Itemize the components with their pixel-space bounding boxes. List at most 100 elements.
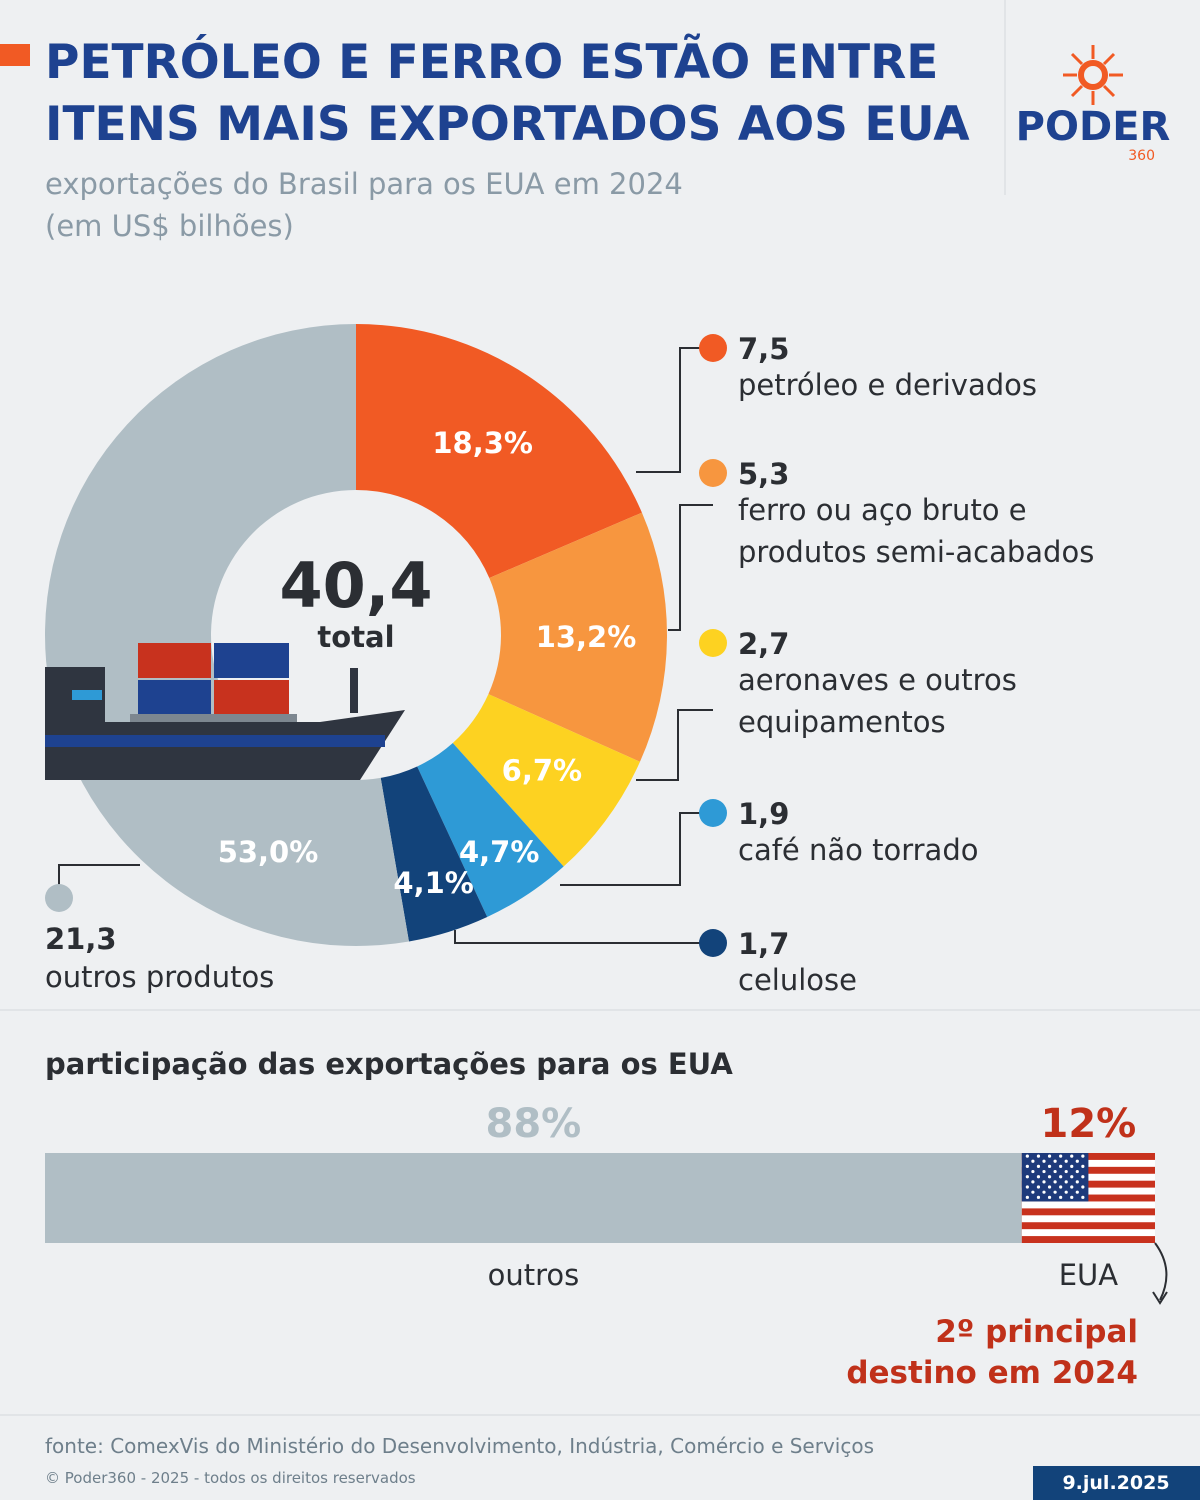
logo-sun [1063, 45, 1123, 105]
flag-star [1025, 1185, 1029, 1189]
flag-star [1036, 1164, 1041, 1169]
flag-star [1047, 1164, 1052, 1169]
flag-star [1070, 1164, 1074, 1169]
flag-star [1070, 1154, 1074, 1158]
annotation: destino em 2024 [846, 1355, 1138, 1391]
flag-stripe [1021, 1215, 1155, 1223]
flag-star [1036, 1195, 1041, 1199]
legend-label: petróleo e derivados [738, 368, 1037, 402]
legend-label: café não torrado [738, 833, 979, 867]
flag-star [1059, 1164, 1063, 1169]
legend-dot [45, 884, 73, 912]
flag-star [1036, 1185, 1041, 1189]
flag-star [1075, 1190, 1079, 1194]
legend-value: 21,3 [45, 922, 117, 956]
bar-category: EUA [1059, 1258, 1119, 1292]
flag-star [1031, 1180, 1035, 1184]
percent-label: 18,3% [432, 426, 533, 460]
flag-star [1042, 1159, 1046, 1163]
legend-dot [699, 929, 727, 957]
flag-star [1081, 1195, 1085, 1199]
flag-star [1081, 1175, 1085, 1179]
flag-star [1025, 1175, 1029, 1179]
flag-star [1075, 1159, 1079, 1163]
accent [0, 44, 30, 66]
flag-star [1070, 1195, 1074, 1199]
date-box [1033, 1466, 1200, 1500]
percent-label: 53,0% [218, 835, 319, 869]
flag-star [1081, 1164, 1085, 1169]
flag-star [1036, 1154, 1041, 1158]
flag-star [1053, 1169, 1057, 1174]
total-value: 40,4 [280, 549, 433, 622]
flag-star [1031, 1169, 1035, 1174]
flag-star [1059, 1185, 1063, 1189]
bar-segment [45, 1153, 1022, 1243]
flag-star [1070, 1185, 1074, 1189]
flag-star [1070, 1175, 1074, 1179]
flag-star [1064, 1159, 1068, 1163]
flag-star [1047, 1154, 1052, 1158]
flag-star [1047, 1195, 1052, 1199]
percent-label: 6,7% [502, 753, 582, 787]
legend-dot [699, 799, 727, 827]
legend-value: 5,3 [738, 457, 790, 491]
legend-label: aeronaves e outros equipamentos [738, 663, 1017, 739]
flag-star [1064, 1169, 1068, 1174]
bar-category: outros [488, 1258, 580, 1292]
legend-dot [699, 334, 727, 362]
flag-star [1025, 1164, 1029, 1169]
annotation: 2º principal [935, 1314, 1138, 1350]
arrow [1154, 1242, 1168, 1301]
flag-star [1064, 1180, 1068, 1184]
flag-star [1047, 1175, 1052, 1179]
flag-star [1025, 1195, 1029, 1199]
donut-segment [417, 742, 564, 917]
bar-value-label: 88% [486, 1101, 582, 1147]
flag-star [1059, 1154, 1063, 1158]
flag-star [1081, 1185, 1085, 1189]
flag-star [1053, 1190, 1057, 1194]
flag-star [1042, 1190, 1046, 1194]
donut-segment [452, 694, 640, 867]
percent-label: 4,7% [459, 835, 539, 869]
flag-star [1075, 1180, 1079, 1184]
flag-star [1036, 1175, 1041, 1179]
percent-label: 13,2% [536, 620, 637, 654]
bar-value-label: 12% [1041, 1101, 1137, 1147]
copyright: © Poder360 - 2025 - todos os direitos re… [45, 1469, 416, 1487]
flag-star [1059, 1175, 1063, 1179]
legend-label: outros produtos [45, 960, 275, 994]
date: 9.jul.2025 [1062, 1472, 1169, 1494]
flag-stripe [1021, 1201, 1155, 1209]
legend-dot [699, 629, 727, 657]
flag-star [1042, 1169, 1046, 1174]
legend-dot [699, 459, 727, 487]
flag-star [1053, 1159, 1057, 1163]
flag-star [1047, 1185, 1052, 1189]
title: ITENS MAIS EXPORTADOS AOS EUA [45, 97, 970, 152]
source: fonte: ComexVis do Ministério do Desenvo… [45, 1434, 874, 1458]
legend-value: 1,9 [738, 797, 790, 831]
bar-title: participação das exportações para os EUA [45, 1047, 733, 1081]
flag-star [1059, 1195, 1063, 1199]
flag-stripe [1021, 1229, 1155, 1237]
legend-label: ferro ou aço bruto e produtos semi-acaba… [738, 493, 1095, 569]
flag-star [1075, 1169, 1079, 1174]
flag-star [1064, 1190, 1068, 1194]
logo-sub: 360 [1128, 148, 1155, 164]
legend-label: celulose [738, 963, 857, 997]
logo: PODER [1016, 104, 1171, 150]
subtitle: exportações do Brasil para os EUA em 202… [45, 167, 683, 201]
donut-segment [356, 324, 642, 578]
title: PETRÓLEO E FERRO ESTÃO ENTRE [45, 35, 939, 90]
subtitle: (em US$ bilhões) [45, 209, 294, 243]
flag-star [1081, 1154, 1085, 1158]
donut [44, 324, 668, 946]
total-text: total [317, 620, 394, 654]
donut-segment [44, 324, 409, 946]
arrow-head [1152, 1291, 1168, 1305]
flag-star [1025, 1154, 1029, 1158]
